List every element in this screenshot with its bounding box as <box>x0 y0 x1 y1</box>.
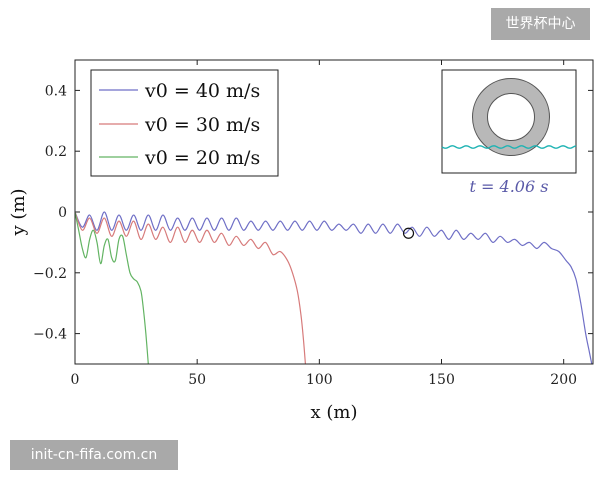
x-tick-label: 50 <box>188 372 206 388</box>
x-tick-label: 0 <box>71 372 80 388</box>
legend-box <box>90 69 279 177</box>
y-tick-label: 0 <box>58 205 67 221</box>
water-surface-wave <box>441 145 577 149</box>
y-tick-label: −0.4 <box>33 327 67 343</box>
y-axis-label: y (m) <box>8 188 29 236</box>
series-line-30 <box>75 211 307 364</box>
y-tick-label: −0.2 <box>33 266 67 282</box>
tick-labels: 0 50 100 150 200 0.4 0.2 0 −0.2 −0.4 <box>33 83 577 388</box>
legend-label-20: v0 = 20 m/s <box>144 147 260 169</box>
axes-ticks <box>74 60 593 364</box>
inset-panel: t = 4.06 s <box>441 69 577 196</box>
series-lines <box>75 211 593 364</box>
x-tick-label: 100 <box>306 372 333 388</box>
y-tick-label: 0.4 <box>45 83 67 99</box>
y-tick-label: 0.2 <box>45 144 67 160</box>
plot-frame <box>74 59 594 365</box>
x-tick-label: 150 <box>428 372 455 388</box>
legend-label-30: v0 = 30 m/s <box>144 114 260 136</box>
ring-shape <box>473 79 549 155</box>
inset-time-label: t = 4.06 s <box>470 177 549 196</box>
x-tick-label: 200 <box>550 372 577 388</box>
watermark-top: 世界杯中心 <box>491 8 590 40</box>
series-line-20 <box>75 211 149 364</box>
position-marker <box>402 227 415 239</box>
legend: v0 = 40 m/s v0 = 30 m/s v0 = 20 m/s <box>90 69 279 177</box>
series-line-40 <box>75 211 593 364</box>
x-axis-label: x (m) <box>311 402 358 423</box>
watermark-bottom: init-cn-fifa.com.cn <box>10 440 178 470</box>
legend-label-40: v0 = 40 m/s <box>144 80 260 102</box>
